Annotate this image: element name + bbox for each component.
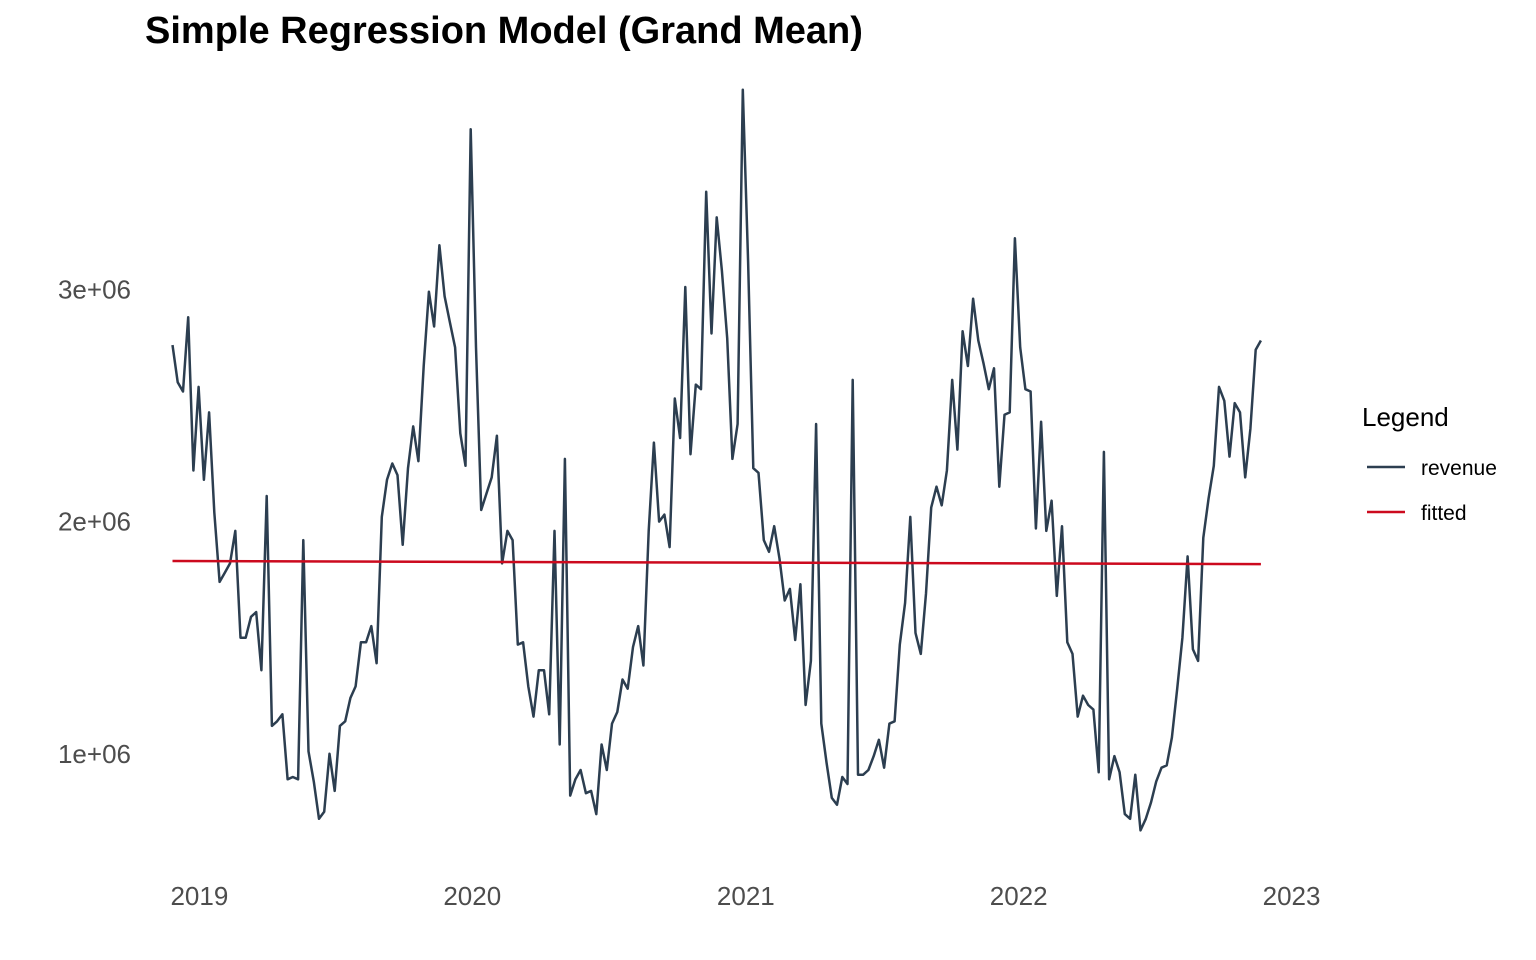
x-tick-label: 2023: [1263, 881, 1321, 911]
y-axis-ticks: 1e+06 2e+06 3e+06: [58, 274, 131, 768]
legend-label-fitted: fitted: [1421, 502, 1467, 525]
legend-title: Legend: [1362, 402, 1449, 432]
x-tick-label: 2021: [717, 881, 775, 911]
x-axis-ticks: 2019 2020 2021 2022 2023: [170, 881, 1320, 911]
x-tick-label: 2020: [443, 881, 501, 911]
legend-label-revenue: revenue: [1421, 457, 1497, 480]
x-tick-label: 2019: [170, 881, 228, 911]
y-tick-label: 3e+06: [58, 274, 131, 304]
chart-title: Simple Regression Model (Grand Mean): [145, 10, 863, 52]
y-tick-label: 2e+06: [58, 507, 131, 537]
y-tick-label: 1e+06: [58, 739, 131, 769]
plot-area: [171, 88, 1262, 832]
x-tick-label: 2022: [990, 881, 1048, 911]
series-line-revenue: [171, 88, 1262, 832]
series-line-fitted: [172, 559, 1261, 566]
legend: Legend revenue fitted: [1362, 402, 1497, 525]
